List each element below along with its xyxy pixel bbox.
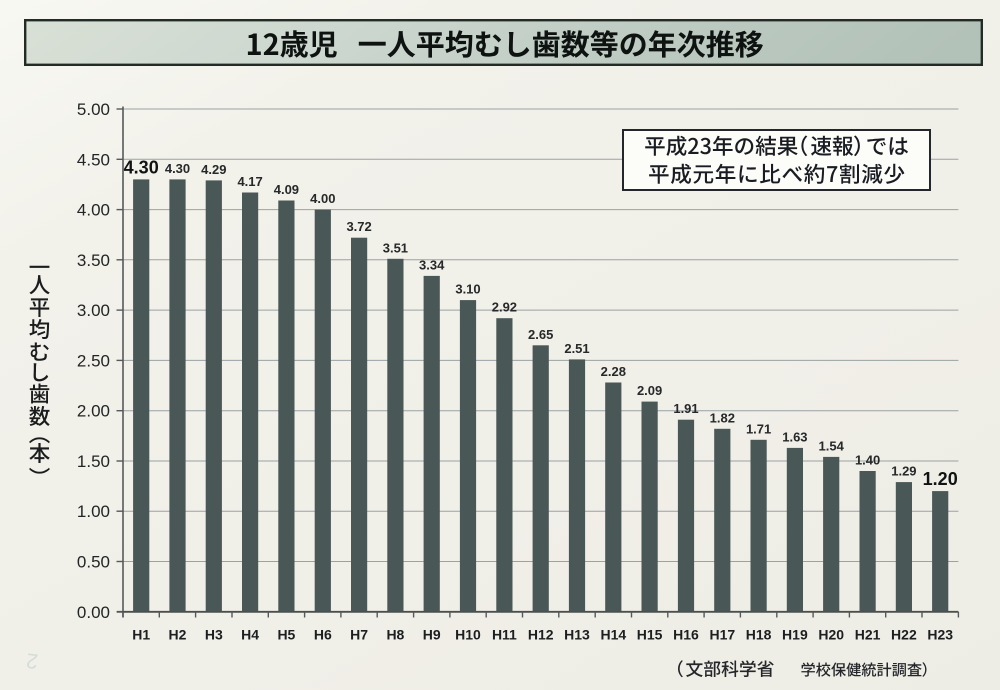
svg-text:1.40: 1.40: [855, 453, 880, 468]
svg-text:1.29: 1.29: [891, 464, 916, 479]
svg-text:H12: H12: [528, 627, 554, 643]
svg-text:3.50: 3.50: [77, 251, 110, 270]
svg-text:H13: H13: [564, 627, 590, 643]
svg-text:H6: H6: [314, 627, 332, 643]
svg-text:2.00: 2.00: [77, 402, 110, 421]
svg-text:H18: H18: [746, 627, 772, 643]
svg-text:1.91: 1.91: [673, 401, 698, 416]
svg-text:1.54: 1.54: [819, 438, 845, 453]
svg-text:4.29: 4.29: [201, 162, 226, 177]
svg-text:3.10: 3.10: [455, 282, 480, 297]
svg-text:4.00: 4.00: [77, 201, 110, 220]
svg-text:H23: H23: [927, 627, 953, 643]
svg-text:1.63: 1.63: [782, 429, 807, 444]
svg-text:3.51: 3.51: [383, 240, 408, 255]
svg-text:H5: H5: [277, 627, 295, 643]
svg-text:H16: H16: [673, 627, 699, 643]
svg-text:4.00: 4.00: [310, 191, 335, 206]
svg-text:H20: H20: [818, 627, 844, 643]
svg-text:2.65: 2.65: [528, 327, 553, 342]
svg-text:H17: H17: [709, 627, 735, 643]
svg-text:1.00: 1.00: [77, 502, 110, 521]
svg-text:4.30: 4.30: [124, 157, 159, 177]
svg-text:4.09: 4.09: [274, 182, 299, 197]
svg-text:1.50: 1.50: [77, 452, 110, 471]
svg-text:2.92: 2.92: [492, 300, 517, 315]
svg-text:2: 2: [25, 648, 39, 672]
svg-text:2.28: 2.28: [601, 364, 626, 379]
svg-text:H2: H2: [169, 627, 187, 643]
svg-text:H3: H3: [205, 627, 223, 643]
svg-text:5.00: 5.00: [77, 100, 110, 119]
svg-text:H1: H1: [132, 627, 150, 643]
svg-text:4.50: 4.50: [77, 150, 110, 169]
svg-text:0.50: 0.50: [77, 553, 110, 572]
svg-text:H8: H8: [386, 627, 404, 643]
svg-text:H11: H11: [492, 627, 517, 643]
svg-text:4.30: 4.30: [165, 161, 190, 176]
svg-text:H22: H22: [891, 627, 917, 643]
svg-text:H21: H21: [855, 627, 881, 643]
svg-text:H4: H4: [241, 627, 259, 643]
svg-text:1.82: 1.82: [710, 410, 735, 425]
svg-text:0.00: 0.00: [77, 603, 110, 622]
svg-text:2.50: 2.50: [77, 351, 110, 370]
svg-text:H9: H9: [423, 627, 441, 643]
svg-text:3.00: 3.00: [77, 301, 110, 320]
svg-text:2.09: 2.09: [637, 383, 662, 398]
svg-text:4.17: 4.17: [237, 174, 262, 189]
svg-text:2.51: 2.51: [564, 341, 589, 356]
svg-text:H14: H14: [600, 627, 626, 643]
svg-text:H7: H7: [350, 627, 368, 643]
svg-text:1.71: 1.71: [746, 421, 771, 436]
svg-text:3.72: 3.72: [346, 219, 371, 234]
svg-text:H19: H19: [782, 627, 808, 643]
svg-text:H15: H15: [637, 627, 663, 643]
svg-text:H10: H10: [455, 627, 481, 643]
svg-text:1.20: 1.20: [923, 469, 958, 489]
svg-text:3.34: 3.34: [419, 257, 445, 272]
